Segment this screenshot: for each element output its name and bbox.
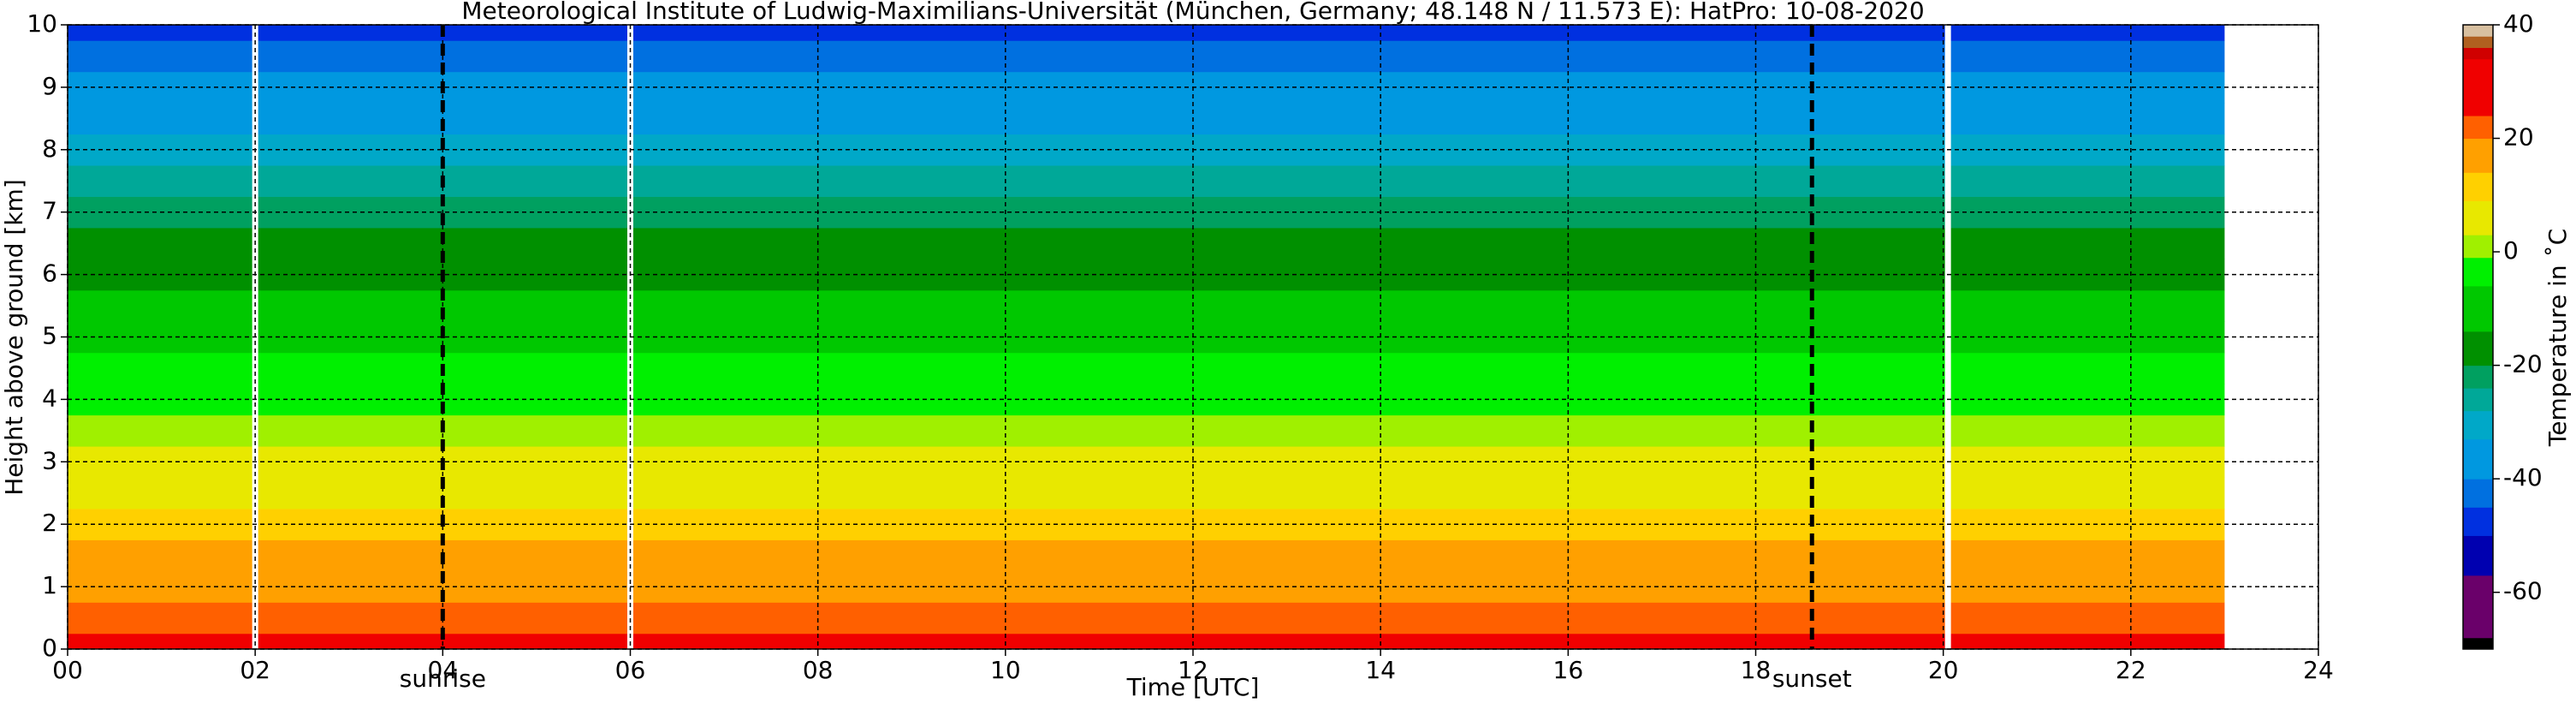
colorbar-segment [2463, 479, 2493, 508]
heat-band [68, 352, 2225, 384]
y-tick-label: 3 [42, 446, 57, 474]
colorbar-tick-label: 20 [2503, 123, 2534, 152]
y-tick-label: 4 [42, 384, 57, 412]
x-tick-label: 16 [1553, 656, 1584, 684]
heat-band [68, 40, 2225, 73]
y-tick-label: 6 [42, 259, 57, 288]
colorbar-segment [2463, 58, 2493, 116]
colorbar-segment [2463, 138, 2493, 173]
x-tick-label: 14 [1365, 656, 1396, 684]
colorbar-segment [2463, 25, 2493, 37]
annotation-label: sunset [1772, 664, 1852, 693]
heat-band [68, 633, 2225, 650]
x-tick-label: 12 [1178, 656, 1208, 684]
heat-band [68, 289, 2225, 322]
colorbar-segment [2463, 285, 2493, 332]
colorbar-segment [2463, 47, 2493, 60]
colorbar-segment [2463, 36, 2493, 49]
colorbar-segment [2463, 410, 2493, 440]
x-axis-label: Time [UTC] [1126, 673, 1260, 701]
y-axis-label: Height above ground [km] [0, 179, 28, 496]
colorbar-tick-label: 40 [2503, 9, 2534, 38]
y-tick-label: 0 [42, 634, 57, 662]
heat-band [68, 103, 2225, 135]
colorbar-segment [2463, 637, 2493, 650]
y-tick-label: 10 [27, 9, 57, 38]
colorbar-segment [2463, 365, 2493, 389]
colorbar-tick-label: 0 [2503, 236, 2519, 265]
colorbar-frame [2462, 24, 2494, 650]
x-tick-label: 24 [2303, 656, 2334, 684]
colorbar-segment [2463, 257, 2493, 287]
heat-band [68, 539, 2225, 572]
colorbar-segment [2463, 235, 2493, 259]
x-tick-label: 10 [990, 656, 1021, 684]
colorbar-segment [2463, 116, 2493, 140]
colorbar-tick-label: -40 [2503, 463, 2543, 492]
y-tick-label: 8 [42, 134, 57, 163]
x-tick-label: 08 [803, 656, 834, 684]
colorbar-tick-label: -60 [2503, 577, 2543, 605]
heat-band [68, 477, 2225, 509]
y-tick-label: 5 [42, 322, 57, 350]
x-tick-label: 04 [428, 656, 459, 684]
colorbar-segment [2463, 331, 2493, 366]
plot-frame [67, 24, 2319, 650]
annotation-label: sunrise [400, 664, 486, 693]
colorbar-segment [2463, 575, 2493, 639]
y-tick-label: 7 [42, 197, 57, 225]
y-tick-label: 9 [42, 72, 57, 100]
heat-band [68, 602, 2225, 635]
heat-band [68, 25, 2225, 41]
heat-band [68, 227, 2225, 259]
heat-band [68, 165, 2225, 197]
x-tick-label: 00 [52, 656, 83, 684]
colorbar-segment [2463, 172, 2493, 201]
colorbar-segment [2463, 507, 2493, 536]
y-tick-label: 2 [42, 509, 57, 537]
colorbar-tick-label: -20 [2503, 350, 2543, 378]
colorbar-segment [2463, 388, 2493, 412]
y-tick-label: 1 [42, 571, 57, 599]
colorbar-segment [2463, 438, 2493, 480]
x-tick-label: 20 [1928, 656, 1959, 684]
chart-title: Meteorological Institute of Ludwig-Maxim… [461, 0, 1924, 25]
heat-band [68, 414, 2225, 447]
colorbar-label: Temperature in ˚C [2543, 229, 2572, 447]
x-tick-label: 02 [240, 656, 270, 684]
x-tick-label: 06 [615, 656, 646, 684]
x-tick-label: 22 [2116, 656, 2146, 684]
colorbar-segment [2463, 535, 2493, 576]
x-tick-label: 18 [1741, 656, 1772, 684]
colorbar-segment [2463, 200, 2493, 235]
